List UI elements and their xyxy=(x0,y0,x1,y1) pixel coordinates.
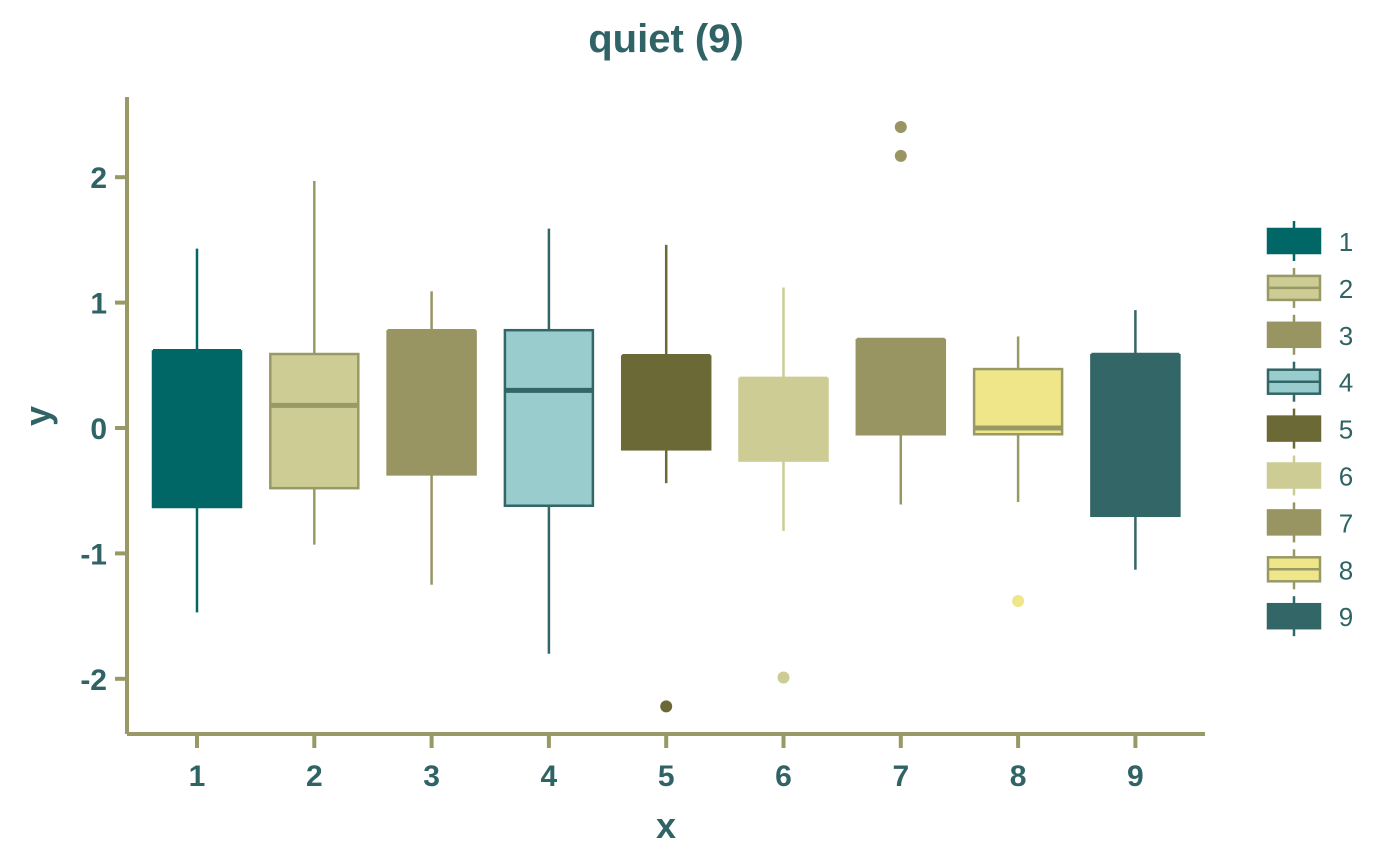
legend-key-box xyxy=(1266,415,1322,442)
legend-key-box xyxy=(1266,462,1322,489)
legend-label: 9 xyxy=(1339,602,1353,632)
box-body xyxy=(738,377,829,462)
x-axis-title: x xyxy=(656,805,676,846)
x-tick-label: 2 xyxy=(306,760,323,793)
box-body xyxy=(151,350,243,509)
axes: -2 -1 0 1 2 1 2 3 4 5 6 7 8 9 xyxy=(80,97,1205,793)
box-body xyxy=(269,352,360,490)
outlier-point xyxy=(660,700,673,713)
legend-key-box xyxy=(1266,321,1322,349)
legend-label: 1 xyxy=(1339,227,1353,257)
x-tick-label: 4 xyxy=(541,760,558,793)
outlier-point xyxy=(1012,595,1025,608)
legend-item-9: 9 xyxy=(1266,596,1353,637)
box-group-9 xyxy=(1090,310,1181,570)
x-tick-label: 3 xyxy=(423,760,440,793)
legend-label: 2 xyxy=(1339,274,1353,304)
legend-label: 5 xyxy=(1339,415,1353,445)
legend-item-1: 1 xyxy=(1266,221,1353,261)
y-tick-label: -2 xyxy=(80,664,107,697)
y-tick-label: 1 xyxy=(90,288,107,321)
box-group-3 xyxy=(386,291,477,585)
box-body xyxy=(620,355,712,451)
box-body xyxy=(503,328,595,507)
x-tick-label: 8 xyxy=(1010,760,1027,793)
legend-key-box xyxy=(1266,227,1322,255)
box-group-1 xyxy=(151,248,243,613)
legend-item-6: 6 xyxy=(1266,455,1353,496)
x-tick-label: 6 xyxy=(775,760,792,793)
box-body xyxy=(972,367,1064,436)
outlier-point xyxy=(894,149,907,162)
legend-item-8: 8 xyxy=(1266,549,1353,590)
legend-key-box xyxy=(1266,602,1322,630)
y-tick-label: 0 xyxy=(90,413,107,446)
legend: 1 2 3 4 5 6 7 8 9 xyxy=(1266,221,1353,637)
x-tick-label: 9 xyxy=(1127,760,1144,793)
legend-label: 6 xyxy=(1339,462,1353,492)
legend-item-4: 4 xyxy=(1266,361,1353,402)
box-group-2 xyxy=(269,180,360,545)
legend-item-2: 2 xyxy=(1266,267,1353,308)
legend-item-3: 3 xyxy=(1266,314,1353,355)
box-body xyxy=(1090,354,1181,518)
x-tick-label: 7 xyxy=(892,760,909,793)
box-body xyxy=(386,330,477,476)
legend-label: 4 xyxy=(1339,368,1353,398)
y-axis-title: y xyxy=(17,406,58,426)
box-group-4 xyxy=(503,228,595,654)
legend-label: 7 xyxy=(1339,508,1353,538)
box-body xyxy=(855,338,947,436)
chart-title: quiet (9) xyxy=(588,17,744,61)
outlier-point xyxy=(777,671,790,684)
box-group-5 xyxy=(620,244,712,713)
box-group-6 xyxy=(738,287,829,684)
legend-key-box xyxy=(1266,509,1322,536)
plot-area xyxy=(151,121,1181,713)
y-tick-label: 2 xyxy=(90,162,107,195)
x-tick-label: 1 xyxy=(189,760,206,793)
legend-item-5: 5 xyxy=(1266,408,1353,449)
legend-item-7: 7 xyxy=(1266,502,1353,543)
legend-label: 8 xyxy=(1339,555,1353,585)
x-tick-label: 5 xyxy=(658,760,675,793)
box-group-8 xyxy=(972,336,1064,608)
y-tick-label: -1 xyxy=(80,538,107,571)
legend-label: 3 xyxy=(1339,321,1353,351)
outlier-point xyxy=(894,121,907,134)
box-group-7 xyxy=(855,121,947,505)
